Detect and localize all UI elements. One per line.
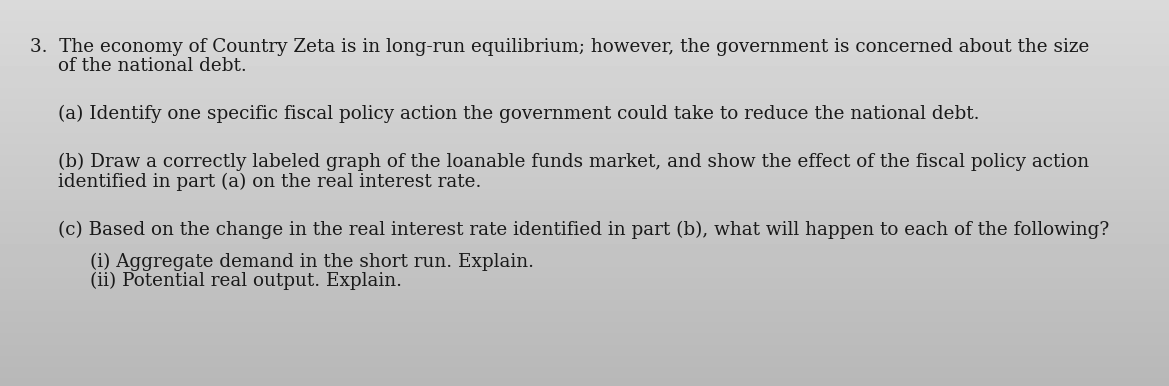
Text: of the national debt.: of the national debt. [58,57,247,75]
Text: (c) Based on the change in the real interest rate identified in part (b), what w: (c) Based on the change in the real inte… [58,221,1109,239]
Text: (i) Aggregate demand in the short run. Explain.: (i) Aggregate demand in the short run. E… [90,253,534,271]
Text: (a) Identify one specific fiscal policy action the government could take to redu: (a) Identify one specific fiscal policy … [58,105,980,123]
Text: (b) Draw a correctly labeled graph of the loanable funds market, and show the ef: (b) Draw a correctly labeled graph of th… [58,153,1090,171]
Text: (ii) Potential real output. Explain.: (ii) Potential real output. Explain. [90,272,402,290]
Text: 3.  The economy of Country Zeta is in long-run equilibrium; however, the governm: 3. The economy of Country Zeta is in lon… [30,38,1090,56]
Text: identified in part (a) on the real interest rate.: identified in part (a) on the real inter… [58,173,482,191]
